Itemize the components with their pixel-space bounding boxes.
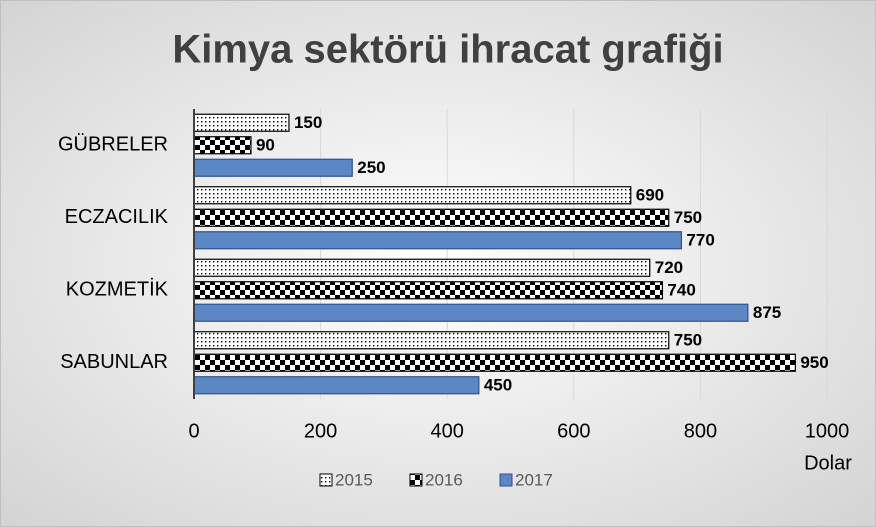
- bar: [193, 281, 664, 300]
- x-tick-label: 800: [684, 420, 717, 442]
- legend-label: 2015: [335, 470, 373, 489]
- x-tick-label: 1000: [805, 420, 850, 442]
- legend-swatch: [319, 473, 333, 487]
- x-tick-label: 200: [304, 420, 337, 442]
- data-label: 720: [655, 258, 683, 277]
- bar: [193, 231, 683, 250]
- y-tick-label: GÜBRELER: [58, 134, 168, 156]
- bar: [193, 303, 749, 322]
- legend-swatch: [499, 473, 513, 487]
- data-label: 90: [256, 136, 275, 155]
- chart-title: Kimya sektörü ihracat grafiği: [172, 28, 723, 72]
- y-tick-label: SABUNLAR: [60, 351, 168, 373]
- legend-label: 2017: [515, 470, 553, 489]
- data-label: 450: [484, 376, 512, 395]
- bar: [193, 258, 651, 277]
- data-label: 750: [674, 208, 702, 227]
- data-label: 750: [674, 331, 702, 350]
- bar: [193, 353, 796, 372]
- x-tick-label: 400: [431, 420, 464, 442]
- data-label: 690: [636, 186, 664, 205]
- data-label: 740: [667, 281, 695, 300]
- data-label: 250: [357, 158, 385, 177]
- bar: [193, 113, 290, 132]
- bar: [193, 208, 670, 227]
- data-label: 770: [686, 231, 714, 250]
- bar: [193, 158, 353, 177]
- y-tick-label: ECZACILIK: [65, 206, 169, 228]
- data-label: 950: [800, 353, 828, 372]
- y-tick-label: KOZMETİK: [66, 278, 169, 301]
- bar: [193, 186, 632, 205]
- bar: [193, 376, 480, 395]
- legend-swatch: [409, 473, 423, 487]
- bar: [193, 136, 252, 155]
- x-axis-label: Dolar: [804, 452, 852, 474]
- legend-label: 2016: [425, 470, 463, 489]
- data-label: 150: [294, 113, 322, 132]
- bar: [193, 331, 670, 350]
- x-tick-label: 0: [188, 420, 199, 442]
- data-label: 875: [753, 303, 781, 322]
- x-tick-label: 600: [557, 420, 590, 442]
